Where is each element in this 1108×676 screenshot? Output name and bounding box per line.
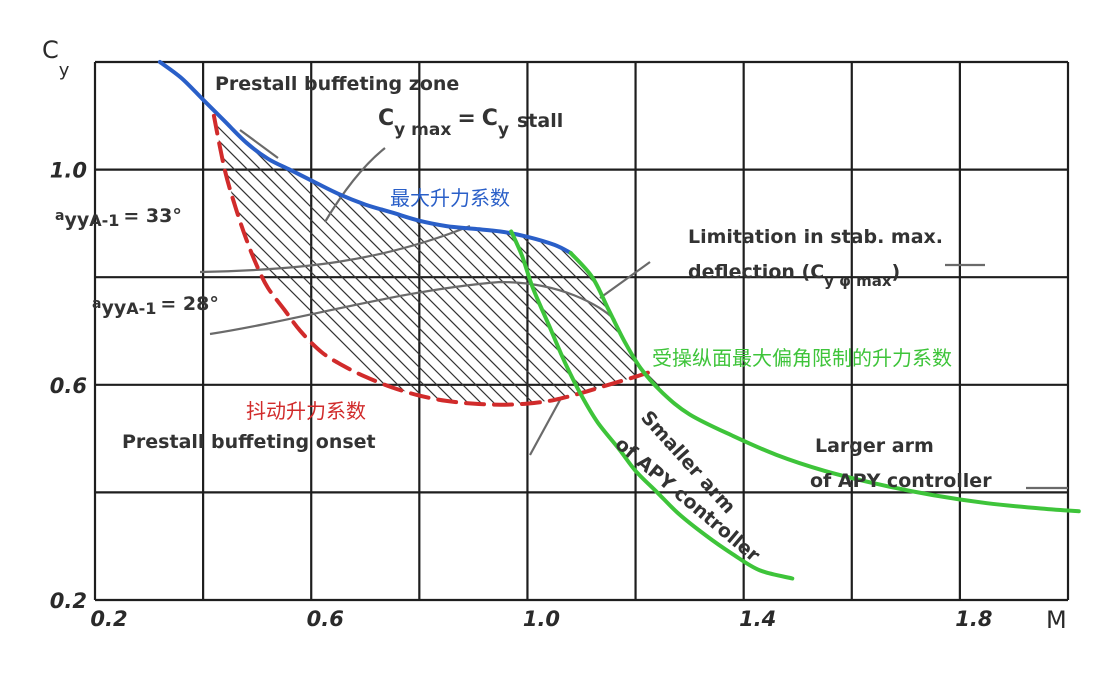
gray-reference-lines — [199, 129, 1068, 490]
hatch-line — [923, 0, 1108, 520]
hatch-line — [203, 99, 663, 405]
hatch-line — [203, 99, 521, 405]
x-tick-label: 0.6 — [307, 607, 344, 631]
grid — [93, 60, 1070, 602]
limitation-label-line2: deflection (Cy φ max) — [688, 261, 900, 290]
hatch-line — [1079, 0, 1108, 520]
x-tick-label: 0.2 — [90, 607, 127, 631]
hatch-line — [285, 99, 663, 405]
hatch-line — [203, 99, 573, 405]
hatch-line — [203, 99, 547, 405]
cn-limited-lift-label: 受操纵面最大偏角限制的升力系数 — [652, 346, 952, 370]
hatch-line — [1014, 0, 1108, 520]
annotation-leader-line — [599, 261, 651, 299]
hatch-line — [203, 99, 663, 405]
hatch-line — [203, 99, 586, 405]
annotation-leader-line — [239, 129, 279, 159]
hatch-line — [203, 99, 663, 405]
series-line-3 — [509, 229, 795, 581]
limitation-label-line1: Limitation in stab. max. — [688, 226, 943, 248]
cn-max-lift-label: 最大升力系数 — [390, 186, 510, 210]
hatch-line — [949, 0, 1108, 520]
hatch-line — [203, 99, 638, 405]
hatch-line — [1066, 0, 1108, 520]
hatch-line — [1040, 0, 1108, 520]
hatch-line — [246, 99, 663, 405]
hatch-line — [203, 99, 534, 405]
alpha-33-label: ayyA-1 = 33° — [55, 205, 182, 231]
hatch-line — [203, 99, 599, 405]
hatch-line — [988, 0, 1108, 520]
hatch-line — [519, 99, 663, 405]
prestall-onset-label: Prestall buffeting onset — [122, 431, 376, 453]
hatch-line — [975, 0, 1108, 520]
tick-labels: 0.2 0.6 1.0 1.4 1.8 0.2 0.6 1.0 — [50, 159, 993, 631]
series-line-1 — [211, 113, 654, 407]
hatch-line — [910, 0, 1108, 520]
hatch-line — [1092, 0, 1108, 520]
hatch-line — [203, 99, 560, 405]
hatch-line — [207, 99, 663, 405]
annotation-leader-line — [209, 280, 616, 336]
annotation-leader-line — [199, 224, 471, 274]
larger-arm-label-line1: Larger arm — [815, 435, 934, 457]
hatch-line — [203, 99, 663, 405]
x-tick-label: 1.8 — [955, 607, 992, 631]
hatch-line — [962, 0, 1108, 520]
hatch-line — [203, 99, 625, 405]
hatch-line — [259, 99, 663, 405]
hatch-line — [1001, 0, 1108, 520]
cn-buffet-lift-label: 抖动升力系数 — [246, 399, 366, 423]
hatch-line — [233, 99, 663, 405]
y-axis-label: Cy — [42, 36, 70, 81]
y-tick-label: 0.2 — [50, 589, 87, 613]
annotation-leader-line — [324, 147, 386, 223]
x-axis-label: M — [1046, 606, 1067, 634]
prestall-zone-label: Prestall buffeting zone — [215, 73, 459, 95]
hatch-line — [298, 99, 663, 405]
cymax-label: Cy max = Cy stall — [378, 106, 563, 140]
y-tick-label: 0.6 — [50, 374, 87, 398]
hatch-line — [936, 0, 1108, 520]
hatch-line — [272, 99, 663, 405]
y-tick-label: 1.0 — [50, 159, 87, 183]
annotation-leader-line — [529, 399, 561, 456]
hatch-line — [1053, 0, 1108, 520]
series-group — [157, 60, 1081, 581]
hatch-line — [311, 99, 663, 405]
hatch-line — [220, 99, 663, 405]
hatch-line — [203, 99, 663, 405]
alpha-28-label: ayyA-1 = 28° — [92, 293, 219, 319]
series-line-2 — [568, 251, 1081, 514]
x-tick-label: 1.4 — [739, 607, 776, 631]
hatch-line — [203, 99, 651, 405]
hatch-line — [506, 99, 663, 405]
series-line-0 — [157, 60, 573, 255]
larger-arm-label-line2: of APY controller — [810, 470, 992, 492]
x-tick-label: 1.0 — [523, 607, 560, 631]
